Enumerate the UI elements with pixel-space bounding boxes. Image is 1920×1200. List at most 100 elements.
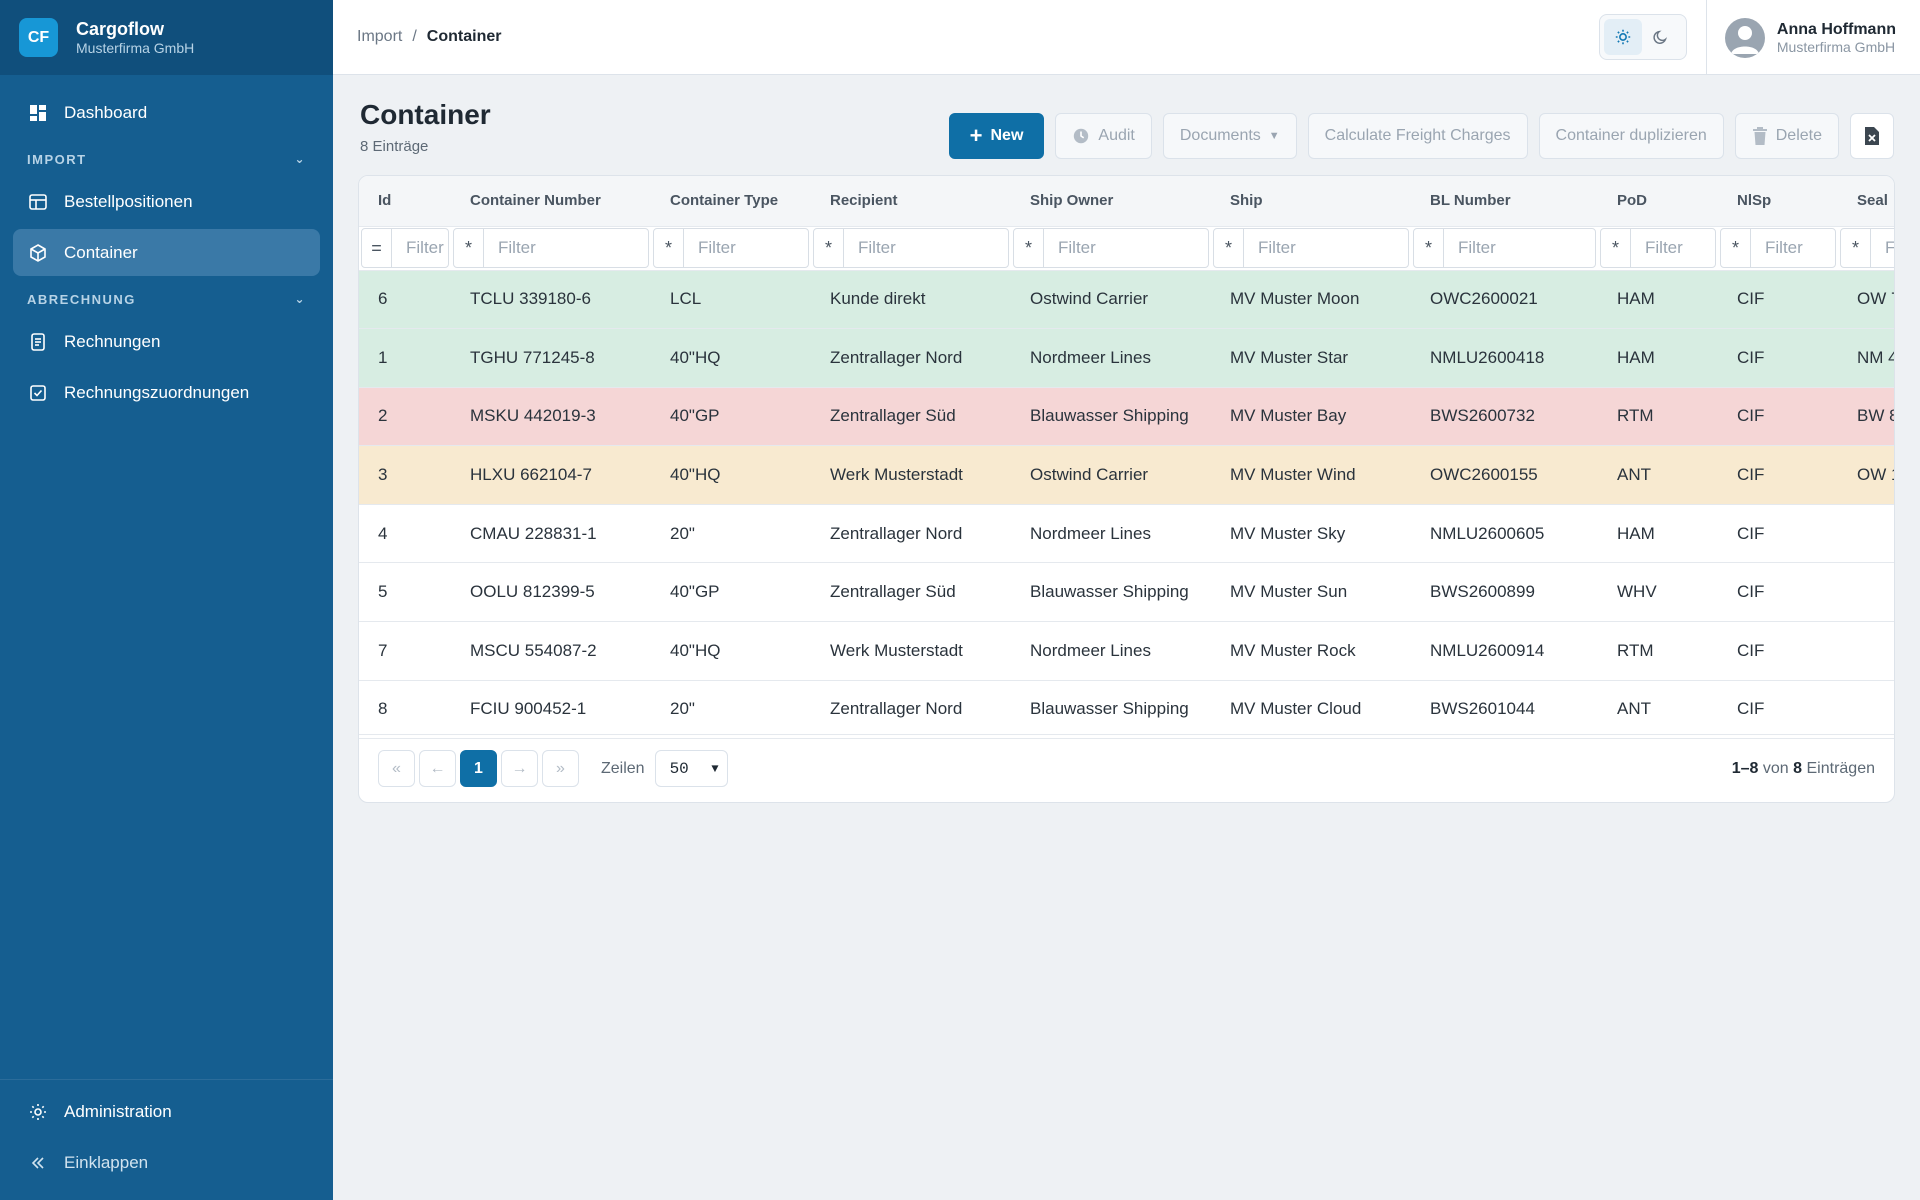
audit-button[interactable]: Audit [1055,113,1152,159]
column-filter: * Filter [453,228,649,268]
column-header-container-type[interactable]: Container Type [651,176,811,227]
table-cell: 40"HQ [651,445,811,505]
table-row[interactable]: 6 TCLU 339180-6 LCL Kunde direkt Ostwind Car… [359,270,1894,330]
light-mode-button[interactable] [1604,19,1642,55]
filter-operator-button[interactable]: * [1601,229,1631,267]
table-cell: BW 8 [1838,387,1894,447]
filter-input[interactable]: Filter [1885,238,1895,257]
table-cell: 3 [359,445,451,505]
excel-file-icon [1865,127,1879,145]
table-row[interactable]: 5 OOLU 812399-5 40"GP Zentrallager Süd Blauw… [359,562,1894,623]
filter-input[interactable]: Filter [1765,238,1803,257]
moon-icon [1653,30,1667,44]
table-cell: MSCU 554087-2 [451,621,651,681]
table-cell: MSKU 442019-3 [451,387,651,447]
table-row[interactable]: 4 CMAU 228831-1 20" Zentrallager Nord Nordme… [359,504,1894,564]
column-header-pod[interactable]: PoD [1598,176,1718,227]
toolbar: + New Audit Documents ▼ Calculate Freigh… [948,113,1894,159]
user-icon [1730,25,1759,54]
delete-button-label: Delete [1775,127,1822,144]
nav-section-import[interactable]: IMPORT ⌄ [13,140,320,178]
table-row[interactable]: 7 MSCU 554087-2 40"HQ Werk Musterstadt Nordm… [359,621,1894,681]
table-cell: CMAU 228831-1 [451,504,651,564]
filter-operator-button[interactable]: * [654,229,684,267]
column-filter: * Filter [1720,228,1836,268]
column-filter: * Filter [1213,228,1409,268]
filter-input[interactable]: Filter [1258,238,1296,257]
table-cell [1838,680,1894,740]
table-cell: BWS2600899 [1411,562,1598,623]
column-header-recipient[interactable]: Recipient [811,176,1011,227]
sidebar-item-label: Rechnungszuordnungen [64,382,250,402]
filter-input[interactable]: Filter [1458,238,1496,257]
calculate-freight-label: Calculate Freight Charges [1324,127,1511,144]
filter-operator-button[interactable]: * [1841,229,1871,267]
filter-input[interactable]: Filter [498,238,536,257]
filter-cell: * Filter [1011,226,1211,271]
caret-down-icon: ▼ [1268,130,1280,142]
calculate-freight-button[interactable]: Calculate Freight Charges [1307,113,1528,159]
column-header-ship-owner[interactable]: Ship Owner [1011,176,1211,227]
column-header-ship[interactable]: Ship [1211,176,1411,227]
filter-operator-button[interactable]: * [1014,229,1044,267]
next-page-button[interactable]: → [501,750,538,787]
dark-mode-button[interactable] [1642,19,1680,55]
delete-button[interactable]: Delete [1734,113,1839,159]
column-header-bl-number[interactable]: BL Number [1411,176,1598,227]
table-cell: CIF [1718,504,1838,564]
column-header-id[interactable]: Id [359,176,451,227]
column-header-seal[interactable]: Seal [1838,176,1894,227]
table-cell: 4 [359,504,451,564]
table-row[interactable]: 8 FCIU 900452-1 20" Zentrallager Nord Blauwa… [359,680,1894,740]
page-button[interactable]: 1 [460,750,497,787]
sidebar-item-rechnungen[interactable]: Rechnungen [13,318,320,365]
sidebar-item-container[interactable]: Container [13,229,320,276]
sidebar-item-dashboard[interactable]: Dashboard [13,89,320,136]
table-row[interactable]: 2 MSKU 442019-3 40"GP Zentrallager Süd Blauw… [359,387,1894,447]
column-header-nlsp[interactable]: NlSp [1718,176,1838,227]
dashboard-icon [27,102,49,124]
sidebar-item-administration[interactable]: Administration [13,1088,320,1135]
export-excel-button[interactable] [1850,113,1894,159]
filter-input[interactable]: Filter [698,238,736,257]
chevrons-left-icon: « [392,759,401,777]
last-page-button[interactable]: » [542,750,579,787]
table-cell: OWC2600021 [1411,270,1598,330]
breadcrumb-parent[interactable]: Import [357,28,403,45]
column-header-container-number[interactable]: Container Number [451,176,651,227]
filter-input[interactable]: Filter [1058,238,1096,257]
table-row[interactable]: 1 TGHU 771245-8 40"HQ Zentrallager Nord Nord… [359,328,1894,388]
sidebar-item-bestellpositionen[interactable]: Bestellpositionen [13,178,320,225]
filter-input[interactable]: Filter [1645,238,1683,257]
table-row[interactable]: 3 HLXU 662104-7 40"HQ Werk Musterstadt Ostwi… [359,445,1894,505]
filter-operator-button[interactable]: * [1721,229,1751,267]
table-cell: HLXU 662104-7 [451,445,651,505]
duplicate-container-button[interactable]: Container duplizieren [1538,113,1724,159]
table-cell: 20" [651,680,811,740]
table-cell: 6 [359,270,451,330]
collapse-sidebar-button[interactable]: Einklappen [13,1139,320,1186]
nav-section-abrechnung[interactable]: ABRECHNUNG ⌄ [13,280,320,318]
table-cell: MV Muster Sun [1211,562,1411,623]
new-button[interactable]: + New [948,113,1045,159]
sidebar-item-rechnungszuordnungen[interactable]: Rechnungszuordnungen [13,369,320,416]
prev-page-button[interactable]: ← [419,750,456,787]
filter-input[interactable]: Filter [858,238,896,257]
filter-operator-button[interactable]: * [814,229,844,267]
brand-logo: CF [19,18,58,57]
filter-operator-button[interactable]: * [1414,229,1444,267]
first-page-button[interactable]: « [378,750,415,787]
filter-operator-button[interactable]: * [1214,229,1244,267]
table-cell: MV Muster Wind [1211,445,1411,505]
table-cell: MV Muster Bay [1211,387,1411,447]
chevron-down-icon: ▼ [711,761,719,776]
documents-button[interactable]: Documents ▼ [1162,113,1297,159]
filter-input[interactable]: Filter [406,238,444,257]
user-menu[interactable]: Anna Hoffmann Musterfirma GmbH [1705,0,1896,75]
filter-operator-button[interactable]: * [454,229,484,267]
rows-per-page-select[interactable]: 50 ▼ [654,750,728,787]
table-cell: OWC2600155 [1411,445,1598,505]
rows-per-page-value: 50 [669,759,689,778]
filter-operator-button[interactable]: = [362,229,392,267]
breadcrumb: Import / Container [357,28,501,46]
